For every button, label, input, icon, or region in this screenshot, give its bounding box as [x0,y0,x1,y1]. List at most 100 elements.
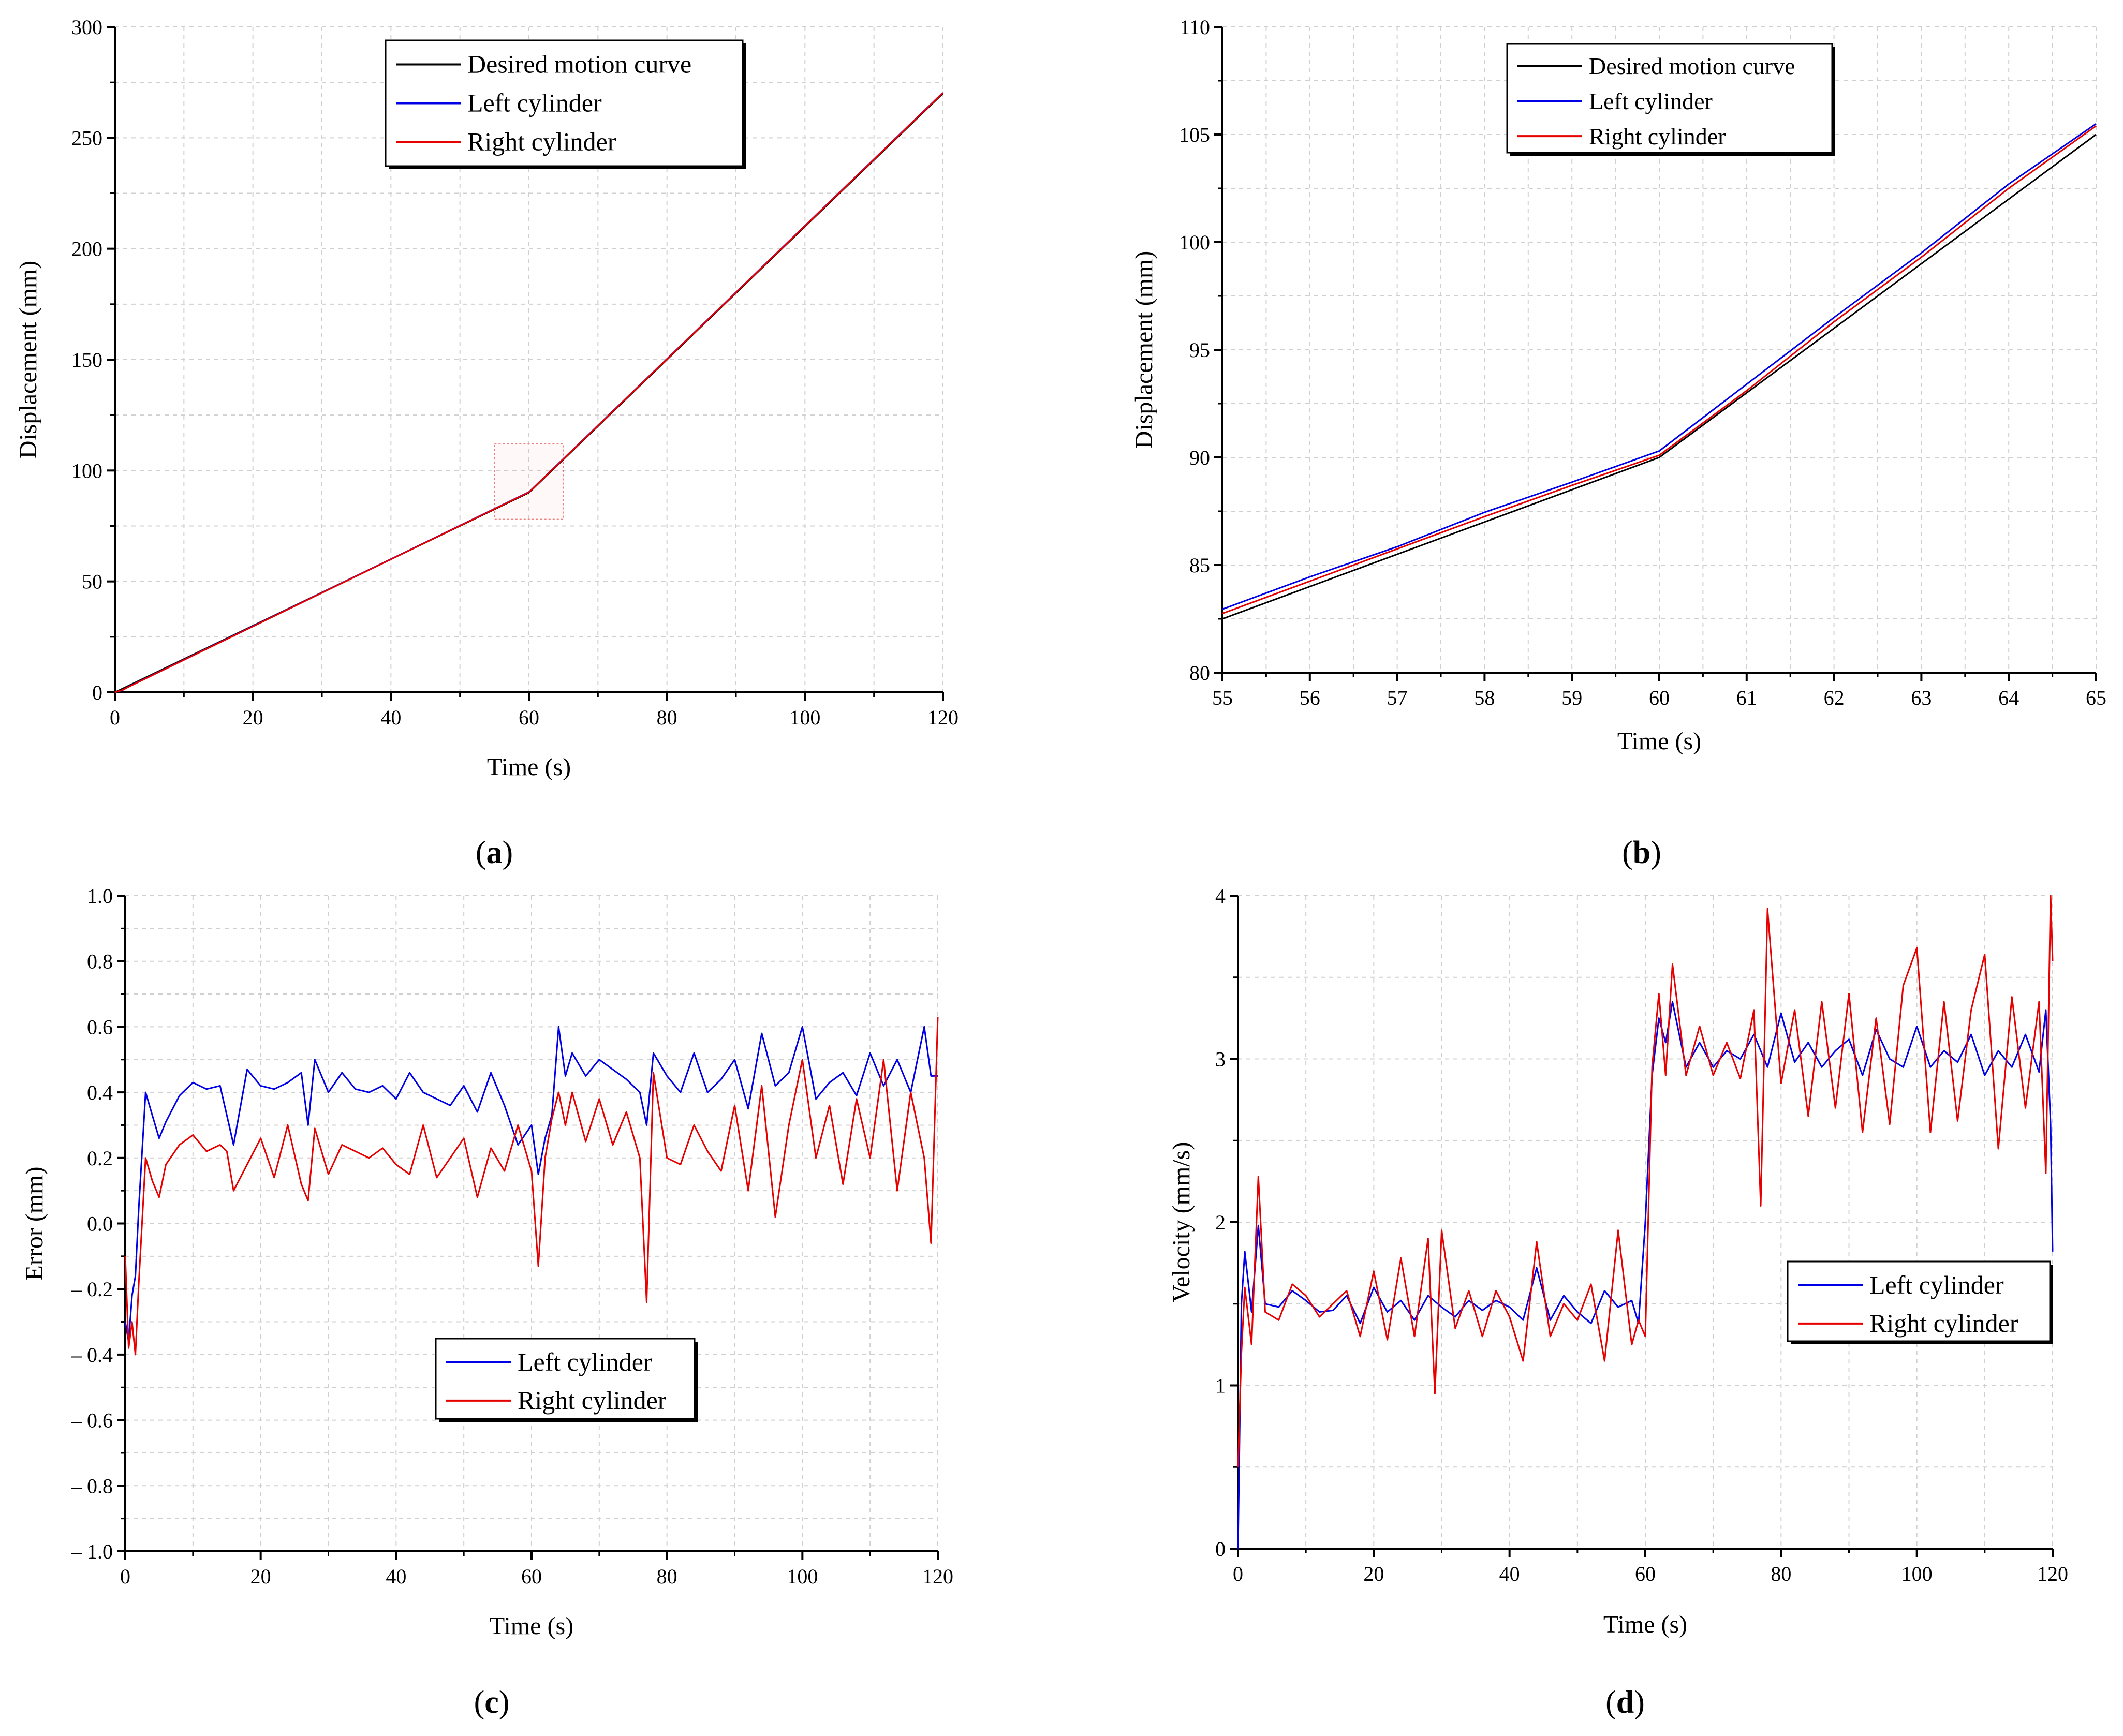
x-tick-label: 65 [2086,686,2106,709]
x-tick-label: 0 [120,1565,130,1588]
y-axis-title: Velocity (mm/s) [1168,1142,1195,1303]
panel-a: 0 20 40 60 80 100 120 0 50 100 150 200 250 300 Time (s… [14,16,959,870]
x-tick-label: 60 [521,1565,542,1588]
x-tick-label: 80 [1771,1562,1791,1585]
legend-label-right: Right cylinder [1869,1309,2018,1338]
y-tick-label: 50 [82,570,102,593]
y-tick-label: 85 [1189,554,1210,577]
x-tick-label: 20 [1363,1562,1384,1585]
y-tick-label: 100 [71,459,102,482]
legend-label-left: Left cylinder [518,1347,652,1376]
y-tick-label: – 0.4 [71,1343,113,1367]
x-tick-label: 56 [1300,686,1320,709]
series-line-right [1222,125,2097,615]
legend-label-right: Right cylinder [518,1386,667,1415]
x-tick-label: 40 [386,1565,406,1588]
x-tick-label: 59 [1561,686,1582,709]
x-axis-title: Time (s) [490,1612,573,1640]
y-tick-label: 1.0 [87,884,113,908]
x-tick-label: 58 [1474,686,1495,709]
x-tick-label: 120 [927,706,959,729]
panel-b: 55 56 57 58 59 60 61 62 63 64 65 80 85 90 95 100 105 110 T… [1130,16,2106,870]
series-line-left [1222,123,2097,610]
y-tick-label: 3 [1215,1048,1226,1071]
panel-label-b: (b) [1622,835,1661,870]
x-axis-title: Time (s) [487,753,571,781]
x-tick-label: 120 [922,1565,953,1588]
series-line-right [114,92,944,693]
y-tick-label: 0.8 [87,950,113,973]
x-tick-label: 80 [657,706,677,729]
x-tick-label: 120 [2037,1562,2068,1585]
y-tick-label: 250 [71,126,102,150]
grid [125,895,938,1551]
x-tick-label: 57 [1387,686,1408,709]
y-tick-label: 2 [1215,1211,1226,1234]
y-tick-label: – 0.2 [71,1278,113,1301]
y-tick-label: 0 [92,681,102,704]
y-tick-label: 0.4 [87,1081,113,1104]
legend-label-left: Left cylinder [1589,88,1713,114]
y-tick-label: 105 [1179,123,1210,146]
y-tick-label: 0.6 [87,1015,113,1038]
x-tick-label: 80 [657,1565,677,1588]
x-tick-label: 60 [1635,1562,1656,1585]
legend-label-right: Right cylinder [467,127,616,156]
y-tick-label: 100 [1179,231,1210,254]
y-tick-label: 0.2 [87,1147,113,1170]
legend-label-right: Right cylinder [1589,123,1726,150]
y-tick-label: 150 [71,348,102,372]
y-tick-label: 1 [1215,1374,1226,1398]
x-tick-label: 100 [1901,1562,1933,1585]
x-tick-label: 55 [1212,686,1233,709]
y-axis-title: Displacement (mm) [1130,251,1158,449]
x-tick-label: 64 [1998,686,2019,709]
y-tick-label: – 0.6 [71,1409,113,1432]
y-tick-label: – 0.8 [71,1474,113,1497]
x-tick-label: 0 [1233,1562,1243,1585]
panel-label-a: (a) [476,835,513,870]
x-tick-label: 63 [1911,686,1932,709]
x-tick-label: 0 [110,706,120,729]
x-tick-label: 61 [1736,686,1757,709]
panel-c: 0 20 40 60 80 100 120 – 1.0 – 0.8 – 0.6 – 0.4 – 0.2… [21,884,953,1720]
legend-box [435,1338,696,1420]
x-tick-label: 20 [243,706,263,729]
x-axis-title: Time (s) [1617,728,1701,755]
x-axis-title: Time (s) [1603,1611,1687,1638]
legend: Left cylinder Right cylinder [1787,1260,2053,1344]
legend-label-left: Left cylinder [1869,1270,2004,1299]
x-tick-label: 60 [519,706,539,729]
legend: Left cylinder Right cylinder [435,1338,698,1422]
series-line-right [1237,895,2054,1467]
x-tick-label: 40 [1499,1562,1520,1585]
panel-d: 0 20 40 60 80 100 120 0 1 2 3 4 Time (s) Velocity (mm… [1168,884,2068,1720]
legend: Desired motion curve Left cylinder Right c… [1506,43,1835,156]
legend-label-left: Left cylinder [467,88,602,117]
y-tick-label: 300 [71,16,102,39]
x-tick-label: 62 [1824,686,1845,709]
legend-box [1506,43,1833,154]
x-tick-label: 60 [1649,686,1670,709]
y-tick-label: 0.0 [87,1212,113,1236]
series-line-right [124,1017,939,1356]
x-tick-label: 100 [789,706,820,729]
zoom-region-box [494,443,564,520]
y-tick-label: 80 [1189,661,1210,685]
y-axis-title: Error (mm) [21,1167,48,1281]
x-tick-label: 40 [380,706,401,729]
y-tick-label: 95 [1189,338,1210,362]
y-tick-label: 110 [1180,16,1210,39]
series-line-left [124,1026,938,1343]
y-tick-label: 0 [1215,1537,1226,1561]
panel-label-c: (c) [474,1685,510,1720]
y-tick-label: 90 [1189,446,1210,469]
legend-label-desired: Desired motion curve [467,50,691,79]
y-tick-label: 200 [71,238,102,261]
y-tick-label: – 1.0 [71,1540,113,1563]
legend-label-desired: Desired motion curve [1589,53,1795,79]
legend: Desired motion curve Left cylinder Right c… [385,39,746,169]
series-line-desired [1222,133,2097,620]
y-tick-label: 4 [1215,884,1226,908]
